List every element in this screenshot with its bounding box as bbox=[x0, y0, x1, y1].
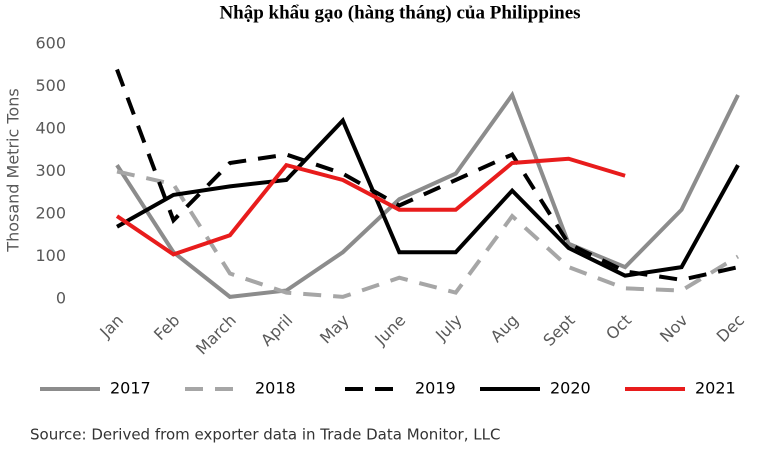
series-line bbox=[115, 90, 740, 299]
x-tick-label: Sept bbox=[539, 311, 578, 350]
x-tick-label: Oct bbox=[602, 311, 635, 344]
legend-label: 2017 bbox=[110, 379, 151, 398]
legend-label: 2018 bbox=[255, 379, 296, 398]
series-line bbox=[116, 116, 740, 278]
x-tick-label: March bbox=[192, 311, 240, 359]
legend-label: 2019 bbox=[415, 379, 456, 398]
source: Source: Derived from exporter data in Tr… bbox=[30, 426, 500, 444]
y-tick-label: 500 bbox=[35, 76, 66, 95]
x-tick-label: Feb bbox=[150, 311, 183, 344]
x-tick-label: July bbox=[431, 311, 465, 345]
x-tick-label: Dec bbox=[713, 311, 748, 346]
y-tick-label: 100 bbox=[35, 246, 66, 265]
y-axis-label: Thosand Metric Tons bbox=[4, 88, 23, 252]
y-tick-label: 300 bbox=[35, 161, 66, 180]
series-line bbox=[115, 156, 626, 257]
y-tick-label: 200 bbox=[35, 204, 66, 223]
x-tick-label: May bbox=[316, 311, 353, 348]
x-tick-label: June bbox=[371, 311, 410, 350]
y-tick-label: 0 bbox=[56, 289, 66, 308]
x-tick-label: Aug bbox=[487, 311, 523, 347]
series-line bbox=[116, 169, 740, 299]
x-tick-label: Nov bbox=[656, 311, 692, 347]
y-tick-label: 400 bbox=[35, 119, 66, 138]
y-tick-label: 600 bbox=[35, 34, 66, 53]
x-tick-label: April bbox=[257, 311, 296, 350]
x-tick-label: Jan bbox=[95, 311, 127, 343]
legend-label: 2021 bbox=[695, 379, 736, 398]
legend: 2017 2018 2019 2020 2021 bbox=[40, 379, 736, 398]
legend-label: 2020 bbox=[550, 379, 591, 398]
chart-title: Nhập khẩu gạo (hàng tháng) của Philippin… bbox=[219, 2, 580, 23]
